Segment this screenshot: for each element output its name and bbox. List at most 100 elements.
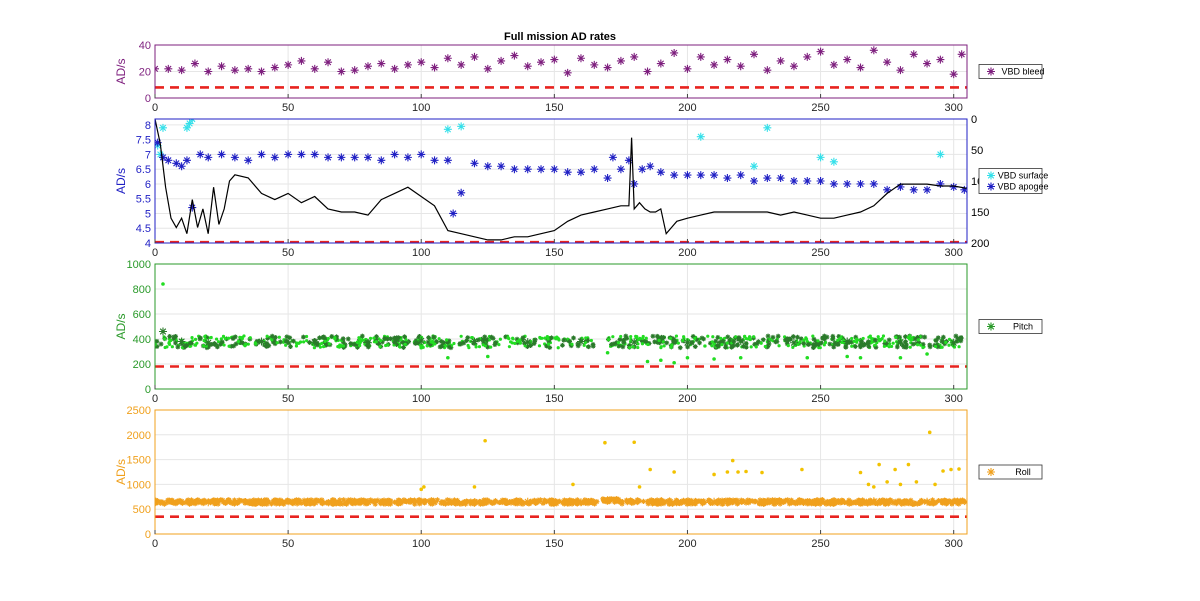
roll-point	[923, 497, 932, 506]
pitch-point	[416, 335, 422, 341]
roll-point	[630, 499, 637, 505]
pitch-point	[431, 334, 437, 340]
pitch-dense-point	[248, 336, 252, 340]
vbd-bleed-point	[550, 55, 559, 64]
pitch-dense-point	[246, 342, 250, 346]
vbd-apogee-point	[158, 153, 167, 162]
pitch-dense-point	[873, 343, 877, 347]
vbd-bleed-point	[190, 59, 199, 68]
pitch-dense-point	[236, 339, 241, 344]
pitch-point	[353, 341, 359, 347]
roll-point	[217, 497, 223, 503]
vbd-bleed-point	[763, 66, 772, 75]
pitch-point	[773, 339, 778, 345]
pitch-dense-point	[644, 336, 648, 340]
pitch-dense-point	[898, 355, 903, 360]
pitch-point	[438, 339, 444, 344]
pitch-dense-point	[515, 339, 520, 343]
x-tick-label: 250	[811, 247, 829, 259]
pitch-dense-point	[646, 342, 650, 347]
legend-marker	[987, 67, 995, 76]
x-tick-label: 150	[545, 393, 563, 405]
vbd-apogee-point	[776, 174, 785, 183]
pitch-point	[896, 338, 905, 347]
roll-point	[878, 499, 884, 505]
axes-box	[154, 118, 968, 244]
pitch-point	[493, 340, 499, 346]
pitch-dense-point	[546, 342, 551, 346]
roll-point	[163, 500, 169, 506]
vbd-apogee-point	[750, 177, 759, 185]
roll-outliers-point	[858, 470, 863, 475]
pitch-point	[801, 340, 807, 346]
pitch-dense-point	[161, 282, 165, 286]
vbd-bleed-point	[164, 64, 173, 73]
pitch-point	[910, 341, 916, 347]
vbd-bleed-point	[217, 62, 226, 71]
roll-point	[627, 497, 634, 504]
legend-marker	[987, 468, 995, 476]
roll-point	[438, 500, 444, 506]
roll-point	[800, 500, 807, 507]
pitch-point	[266, 343, 272, 349]
y-tick-label: 6.5	[136, 164, 151, 176]
roll-point	[315, 498, 321, 505]
pitch-dense-point	[944, 340, 948, 345]
roll-point	[222, 500, 228, 506]
pitch-point	[585, 337, 590, 343]
roll-point	[363, 498, 372, 507]
pitch-dense-point	[321, 345, 326, 349]
y-tick-label: 400	[133, 334, 151, 346]
pitch-point	[520, 335, 526, 341]
pitch-point	[503, 334, 509, 340]
roll-point	[179, 498, 185, 504]
legend-label: VBD apogee	[997, 182, 1048, 192]
pitch-dense-point	[659, 346, 663, 350]
panel-roll: 0 50 100 150 200 250 300 0 500 1000 1500 2000 2500 AD…	[114, 405, 1043, 550]
vbd-apogee-point	[763, 174, 772, 183]
pitch-dense-point	[891, 341, 895, 345]
pitch-point	[935, 335, 941, 341]
roll-point	[349, 499, 355, 505]
x-tick-label: 50	[282, 247, 294, 259]
vbd-apogee-point	[337, 153, 346, 162]
pitch-dense-point	[209, 335, 213, 340]
pitch-dense-point	[798, 340, 802, 344]
pitch-point	[812, 342, 818, 347]
roll-outliers-point	[672, 470, 676, 474]
vbd-bleed-point	[957, 50, 966, 59]
pitch-dense-point	[706, 334, 710, 338]
pitch-dense-point	[763, 344, 767, 349]
pitch-point	[958, 335, 964, 340]
roll-point	[332, 498, 338, 504]
roll-outliers-point	[472, 485, 477, 489]
roll-point	[444, 497, 450, 503]
pitch-point	[532, 339, 537, 345]
pitch-dense-point	[662, 344, 666, 348]
roll-point	[640, 498, 647, 505]
roll-point	[656, 497, 665, 506]
pitch-dense-point	[947, 337, 952, 341]
legend-box	[978, 168, 1043, 194]
roll-point	[308, 501, 314, 507]
pitch-point	[286, 340, 292, 346]
vbd-bleed-point	[523, 62, 532, 71]
pitch-dense-point	[894, 335, 898, 339]
pitch-point	[806, 341, 812, 347]
vbd-bleed-point	[483, 64, 492, 73]
roll-point	[587, 499, 593, 506]
roll-point	[667, 500, 673, 507]
pitch-point	[265, 335, 271, 341]
pitch-point	[694, 337, 700, 343]
pitch-dense-point	[275, 341, 279, 345]
roll-point	[179, 500, 186, 506]
y-tick-label: 8	[145, 120, 151, 132]
roll-point	[949, 501, 955, 507]
roll-outliers-point	[949, 467, 953, 472]
roll-outliers-point	[422, 485, 426, 489]
roll-point	[584, 498, 590, 504]
roll-point	[905, 500, 911, 506]
roll-point	[931, 499, 938, 506]
vbd-bleed-point	[510, 51, 519, 60]
vbd-apogee-point	[829, 179, 838, 188]
